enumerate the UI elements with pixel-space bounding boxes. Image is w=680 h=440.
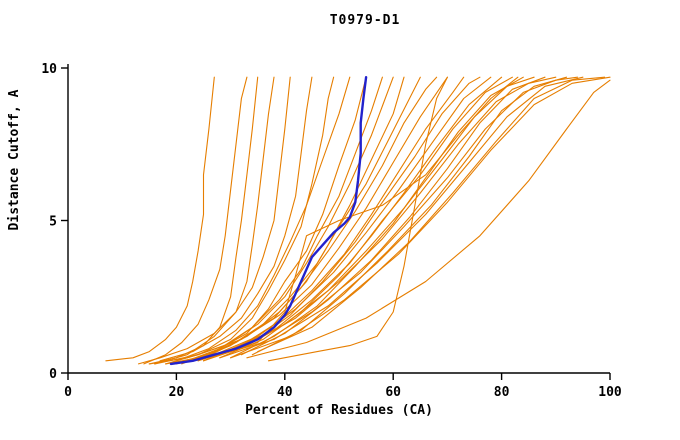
axes-group: 0 20 40 60 80 100 0 5 10	[41, 62, 622, 400]
x-tick-label: 20	[169, 385, 185, 400]
model-series-line	[170, 76, 405, 365]
model-series-line	[202, 76, 465, 362]
model-series-line	[267, 76, 448, 362]
x-tick-label: 80	[494, 385, 510, 400]
model-series-line	[148, 76, 259, 365]
model-series-line	[219, 76, 584, 359]
model-series-line	[165, 76, 492, 365]
model-series-line	[143, 76, 248, 365]
y-axis-label: Distance Cutoff, A	[7, 89, 22, 230]
model-series-line	[154, 76, 448, 365]
model-series-line	[105, 76, 215, 362]
series-group	[105, 75, 611, 366]
x-axis-label: Percent of Residues (CA)	[245, 403, 433, 418]
y-tick-label: 5	[49, 215, 57, 230]
model-series-line	[219, 76, 503, 359]
highlight-series-line	[169, 75, 368, 366]
x-tick-label: 0	[64, 385, 72, 400]
chart-title: T0979-D1	[330, 13, 401, 28]
model-series-line	[165, 76, 335, 365]
model-series-line	[154, 76, 275, 365]
model-series-line	[137, 76, 291, 365]
x-tick-label: 100	[598, 385, 622, 400]
model-series-line	[246, 79, 611, 359]
model-series-line	[230, 76, 611, 359]
y-tick-label: 0	[49, 367, 57, 382]
model-series-line	[159, 76, 313, 362]
model-series-line	[175, 76, 351, 362]
x-tick-label: 60	[385, 385, 401, 400]
model-series-line	[186, 76, 383, 362]
model-series-line	[208, 76, 579, 359]
y-tick-label: 10	[41, 62, 57, 77]
model-series-line	[175, 76, 513, 365]
x-tick-label: 40	[277, 385, 293, 400]
model-series-line	[202, 76, 519, 362]
model-series-line	[257, 76, 606, 353]
model-series-line	[251, 76, 568, 356]
model-series-line	[240, 76, 546, 356]
model-series-line	[197, 76, 557, 362]
